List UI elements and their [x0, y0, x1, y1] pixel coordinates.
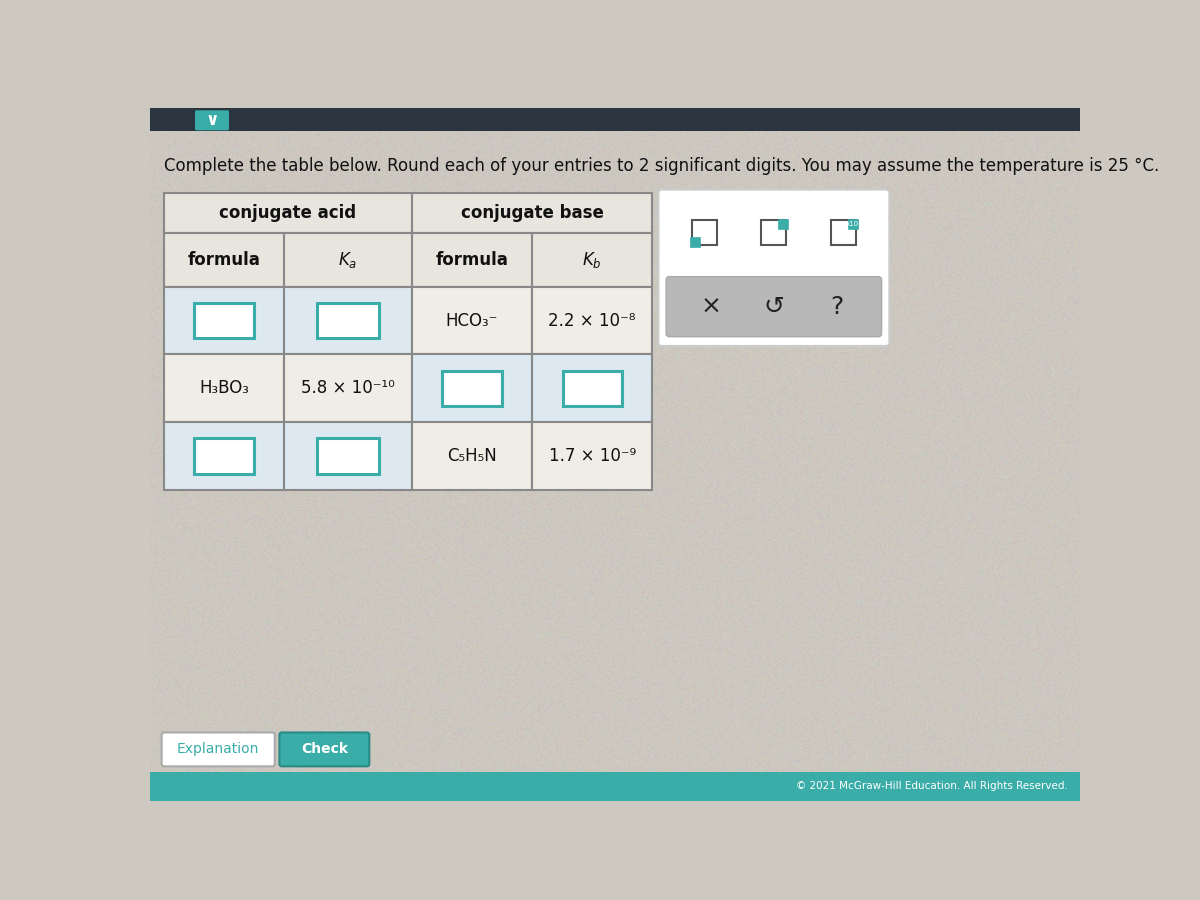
- FancyBboxPatch shape: [563, 371, 622, 406]
- Text: formula: formula: [187, 251, 260, 269]
- Bar: [762, 220, 786, 245]
- Bar: [284, 233, 412, 286]
- Text: 2.2 × 10⁻⁸: 2.2 × 10⁻⁸: [548, 311, 636, 329]
- Bar: [412, 233, 532, 286]
- Bar: [284, 422, 412, 490]
- Text: HCO₃⁻: HCO₃⁻: [446, 311, 498, 329]
- FancyBboxPatch shape: [162, 733, 275, 767]
- Bar: [412, 286, 532, 355]
- Bar: [532, 286, 653, 355]
- FancyBboxPatch shape: [194, 111, 229, 130]
- Text: © 2021 McGraw-Hill Education. All Rights Reserved.: © 2021 McGraw-Hill Education. All Rights…: [797, 781, 1068, 791]
- FancyBboxPatch shape: [666, 276, 882, 337]
- Bar: [150, 108, 1080, 131]
- Text: ∨: ∨: [205, 112, 218, 130]
- Bar: [412, 422, 532, 490]
- FancyBboxPatch shape: [194, 438, 253, 473]
- Bar: [284, 286, 412, 355]
- Bar: [532, 355, 653, 422]
- Bar: [690, 237, 701, 247]
- Text: ?: ?: [830, 294, 844, 319]
- Text: ↺: ↺: [763, 294, 785, 319]
- Text: H₃BO₃: H₃BO₃: [199, 379, 248, 397]
- Bar: [164, 286, 284, 355]
- FancyBboxPatch shape: [317, 302, 379, 338]
- Bar: [412, 355, 532, 422]
- Text: 5.8 × 10⁻¹⁰: 5.8 × 10⁻¹⁰: [301, 379, 395, 397]
- Bar: [164, 355, 284, 422]
- FancyBboxPatch shape: [659, 190, 889, 346]
- Text: conjugate acid: conjugate acid: [220, 203, 356, 221]
- Text: x10: x10: [846, 220, 859, 227]
- Bar: [164, 422, 284, 490]
- Text: formula: formula: [436, 251, 509, 269]
- Bar: [284, 355, 412, 422]
- Text: Explanation: Explanation: [178, 742, 259, 756]
- Bar: [532, 422, 653, 490]
- Text: C₅H₅N: C₅H₅N: [448, 447, 497, 465]
- Bar: [164, 233, 284, 286]
- Text: ×: ×: [701, 294, 721, 319]
- Bar: [847, 219, 858, 229]
- Text: Complete the table below. Round each of your entries to 2 significant digits. Yo: Complete the table below. Round each of …: [164, 158, 1159, 176]
- FancyBboxPatch shape: [280, 733, 370, 767]
- FancyBboxPatch shape: [317, 438, 379, 473]
- Text: conjugate base: conjugate base: [461, 203, 604, 221]
- Text: Check: Check: [301, 742, 348, 756]
- Bar: [691, 220, 716, 245]
- Text: $K_b$: $K_b$: [582, 249, 602, 270]
- Bar: [832, 220, 856, 245]
- Text: $K_a$: $K_a$: [338, 249, 358, 270]
- FancyBboxPatch shape: [194, 302, 253, 338]
- Bar: [150, 771, 1080, 801]
- Bar: [778, 219, 788, 229]
- FancyBboxPatch shape: [443, 371, 502, 406]
- Text: 1.7 × 10⁻⁹: 1.7 × 10⁻⁹: [548, 447, 636, 465]
- Bar: [532, 233, 653, 286]
- Bar: [412, 193, 653, 233]
- Bar: [164, 193, 412, 233]
